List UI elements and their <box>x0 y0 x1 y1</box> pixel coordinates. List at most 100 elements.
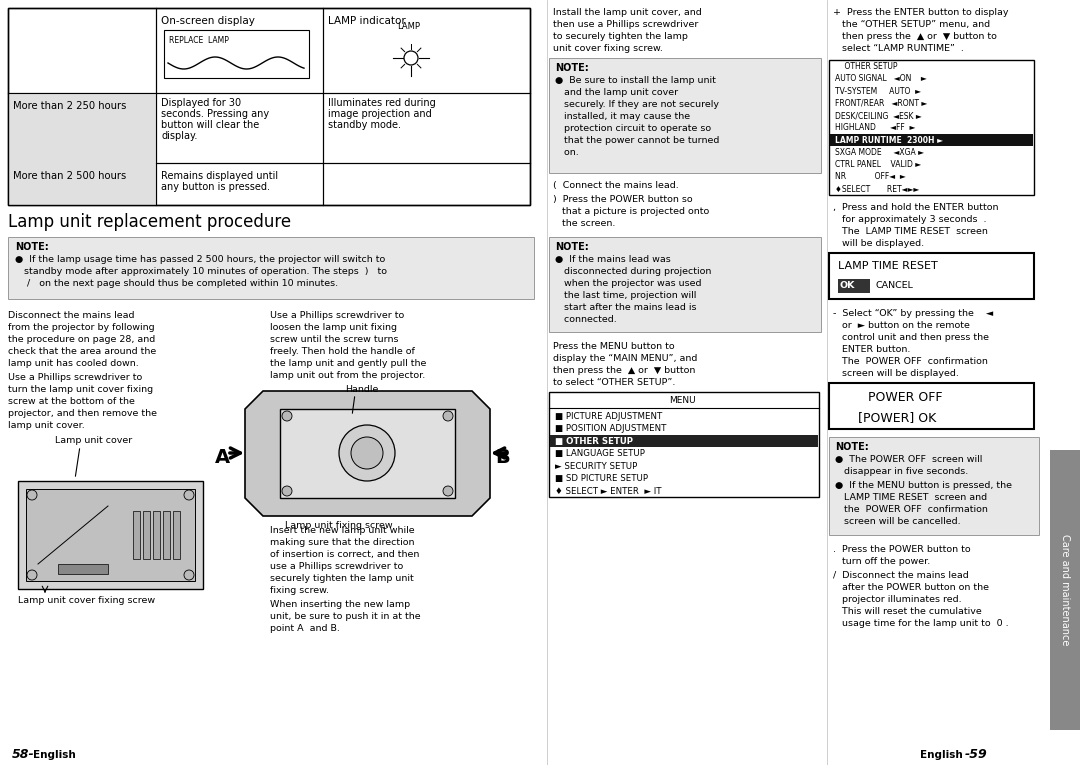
Text: Use a Phillips screwdriver to: Use a Phillips screwdriver to <box>8 373 143 382</box>
Text: LAMP RUNTIME  2300H ►: LAMP RUNTIME 2300H ► <box>835 135 943 145</box>
Text: CTRL PANEL    VALID ►: CTRL PANEL VALID ► <box>835 160 921 169</box>
Text: lamp unit has cooled down.: lamp unit has cooled down. <box>8 359 138 368</box>
Bar <box>153 511 160 559</box>
Text: ,  Press and hold the ENTER button: , Press and hold the ENTER button <box>833 203 999 212</box>
Circle shape <box>443 411 453 421</box>
Text: More than 2 250 hours: More than 2 250 hours <box>13 101 126 111</box>
Text: ♦ SELECT ► ENTER  ► IT: ♦ SELECT ► ENTER ► IT <box>555 487 661 496</box>
Text: and the lamp unit cover: and the lamp unit cover <box>555 88 678 97</box>
Text: Lamp unit cover: Lamp unit cover <box>55 436 132 445</box>
Text: check that the area around the: check that the area around the <box>8 347 157 356</box>
Polygon shape <box>38 506 108 564</box>
Text: the last time, projection will: the last time, projection will <box>555 291 697 300</box>
Text: LAMP indicator: LAMP indicator <box>328 16 406 26</box>
Text: select “LAMP RUNTIME”  .: select “LAMP RUNTIME” . <box>833 44 963 53</box>
Circle shape <box>351 437 383 469</box>
Text: that a picture is projected onto: that a picture is projected onto <box>553 207 710 216</box>
Bar <box>829 253 1034 299</box>
Text: /  Disconnect the mains lead: / Disconnect the mains lead <box>833 571 969 580</box>
Text: loosen the lamp unit fixing: loosen the lamp unit fixing <box>270 323 397 332</box>
Text: protection circuit to operate so: protection circuit to operate so <box>555 124 711 133</box>
Text: after the POWER button on the: after the POWER button on the <box>833 583 989 592</box>
Text: when the projector was used: when the projector was used <box>555 279 702 288</box>
Bar <box>143 511 150 559</box>
Text: 58-: 58- <box>12 748 35 761</box>
Circle shape <box>27 490 37 500</box>
Text: ■ LANGUAGE SETUP: ■ LANGUAGE SETUP <box>555 449 645 458</box>
Bar <box>280 409 455 498</box>
Text: -  Select “OK” by pressing the    ◄: - Select “OK” by pressing the ◄ <box>833 309 994 318</box>
Text: on.: on. <box>555 148 579 157</box>
Text: then press the  ▲ or  ▼ button to: then press the ▲ or ▼ button to <box>833 32 997 41</box>
Text: disconnected during projection: disconnected during projection <box>555 267 712 276</box>
Text: start after the mains lead is: start after the mains lead is <box>555 303 697 312</box>
Text: the procedure on page 28, and: the procedure on page 28, and <box>8 335 156 344</box>
Text: securely. If they are not securely: securely. If they are not securely <box>555 100 719 109</box>
Circle shape <box>282 411 292 421</box>
Bar <box>58 564 108 574</box>
Text: of insertion is correct, and then: of insertion is correct, and then <box>270 550 419 559</box>
Text: Displayed for 30: Displayed for 30 <box>161 98 241 108</box>
Bar <box>549 58 821 173</box>
Text: NOTE:: NOTE: <box>555 242 589 252</box>
Text: screw at the bottom of the: screw at the bottom of the <box>8 397 135 406</box>
Bar <box>18 481 203 589</box>
Circle shape <box>404 51 418 65</box>
Text: OK: OK <box>840 281 855 290</box>
Bar <box>8 163 156 205</box>
Text: then use a Phillips screwdriver: then use a Phillips screwdriver <box>553 20 699 29</box>
Text: REPLACE  LAMP: REPLACE LAMP <box>168 36 229 45</box>
Bar <box>549 237 821 332</box>
Bar <box>1050 450 1080 730</box>
Text: ●  If the lamp usage time has passed 2 500 hours, the projector will switch to: ● If the lamp usage time has passed 2 50… <box>15 255 386 264</box>
Text: connected.: connected. <box>555 315 617 324</box>
Circle shape <box>184 570 194 580</box>
Text: the “OTHER SETUP” menu, and: the “OTHER SETUP” menu, and <box>833 20 990 29</box>
Text: the screen.: the screen. <box>553 219 616 228</box>
Text: screen will be displayed.: screen will be displayed. <box>833 369 959 378</box>
Bar <box>163 511 170 559</box>
Text: ENTER button.: ENTER button. <box>833 345 910 354</box>
Text: lamp unit out from the projector.: lamp unit out from the projector. <box>270 371 426 380</box>
Text: On-screen display: On-screen display <box>161 16 255 26</box>
Text: button will clear the: button will clear the <box>161 120 259 130</box>
Text: screen will be cancelled.: screen will be cancelled. <box>835 517 960 526</box>
Text: projector, and then remove the: projector, and then remove the <box>8 409 157 418</box>
Text: disappear in five seconds.: disappear in five seconds. <box>835 467 969 476</box>
Text: Illuminates red during: Illuminates red during <box>328 98 435 108</box>
Text: LAMP TIME RESET  screen and: LAMP TIME RESET screen and <box>835 493 987 502</box>
Text: display the “MAIN MENU”, and: display the “MAIN MENU”, and <box>553 354 698 363</box>
Text: Handle: Handle <box>345 385 378 394</box>
Text: ●  If the MENU button is pressed, the: ● If the MENU button is pressed, the <box>835 481 1012 490</box>
Text: SXGA MODE     ◄XGA ►: SXGA MODE ◄XGA ► <box>835 148 924 157</box>
Text: freely. Then hold the handle of: freely. Then hold the handle of <box>270 347 415 356</box>
Text: (  Connect the mains lead.: ( Connect the mains lead. <box>553 181 678 190</box>
Text: will be displayed.: will be displayed. <box>833 239 924 248</box>
Text: then press the  ▲ or  ▼ button: then press the ▲ or ▼ button <box>553 366 696 375</box>
Bar <box>164 30 309 78</box>
Text: lamp unit cover.: lamp unit cover. <box>8 421 84 430</box>
Bar <box>8 237 534 299</box>
Text: ■ POSITION ADJUSTMENT: ■ POSITION ADJUSTMENT <box>555 425 666 434</box>
Text: LAMP: LAMP <box>397 22 420 31</box>
Text: that the power cannot be turned: that the power cannot be turned <box>555 136 719 145</box>
Bar <box>838 279 870 293</box>
Text: A: A <box>215 448 230 467</box>
Text: B: B <box>495 448 510 467</box>
Text: standby mode after approximately 10 minutes of operation. The steps  )   to: standby mode after approximately 10 minu… <box>24 267 387 276</box>
Polygon shape <box>245 391 490 516</box>
Bar <box>133 511 140 559</box>
Bar <box>829 60 1034 195</box>
Text: ♦SELECT       RET◄►►: ♦SELECT RET◄►► <box>835 184 919 194</box>
Text: ●  The POWER OFF  screen will: ● The POWER OFF screen will <box>835 455 983 464</box>
Text: Install the lamp unit cover, and: Install the lamp unit cover, and <box>553 8 702 17</box>
Text: NOTE:: NOTE: <box>835 442 868 452</box>
Text: Use a Phillips screwdriver to: Use a Phillips screwdriver to <box>270 311 404 320</box>
Text: HIGHLAND      ◄FF  ►: HIGHLAND ◄FF ► <box>835 123 916 132</box>
Circle shape <box>339 425 395 481</box>
Text: DESK/CEILING  ◄ESK ►: DESK/CEILING ◄ESK ► <box>835 111 921 120</box>
Text: turn off the power.: turn off the power. <box>833 557 930 566</box>
Text: /   on the next page should thus be completed within 10 minutes.: / on the next page should thus be comple… <box>24 279 338 288</box>
Text: seconds. Pressing any: seconds. Pressing any <box>161 109 269 119</box>
Text: AUTO SIGNAL   ◄ON    ►: AUTO SIGNAL ◄ON ► <box>835 74 927 83</box>
